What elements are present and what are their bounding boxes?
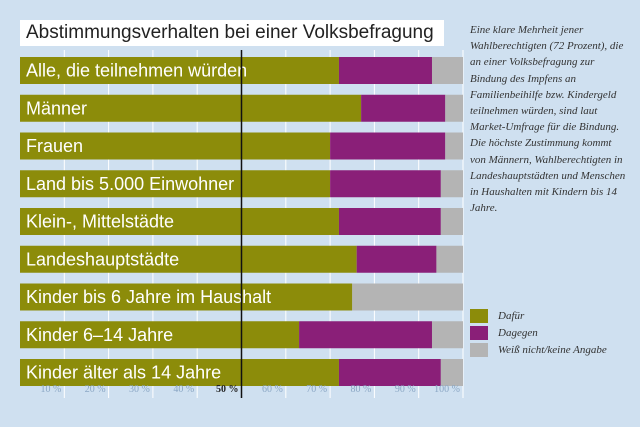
bar-weiss — [440, 208, 463, 235]
category-label: Landeshauptstädte — [26, 249, 179, 269]
legend-swatch-weiss — [470, 343, 488, 357]
category-label: Kinder bis 6 Jahre im Haushalt — [26, 287, 271, 307]
bar-weiss — [445, 94, 463, 122]
legend-swatch-dagegen — [470, 326, 488, 340]
category-label: Kinder älter als 14 Jahre — [26, 363, 221, 383]
bar-dafuer — [20, 132, 331, 160]
category-label: Land bis 5.000 Einwohner — [26, 174, 234, 194]
bar-weiss — [436, 245, 463, 273]
category-label: Klein-, Mittelstädte — [26, 212, 174, 232]
bar-dagegen — [338, 359, 441, 386]
legend-label-dafuer: Dafür — [498, 310, 525, 322]
x-tick-label: 10 % — [40, 384, 61, 395]
bar-dafuer — [20, 321, 300, 349]
bar-dagegen — [338, 57, 432, 84]
x-tick-label: 80 % — [351, 384, 372, 395]
bar-dagegen — [338, 208, 441, 235]
bar-dagegen — [356, 245, 437, 273]
x-tick-label: 100 % — [434, 384, 460, 395]
bar-weiss — [431, 321, 463, 349]
legend-item-dagegen: Dagegen — [470, 325, 630, 342]
bar-weiss — [445, 132, 463, 160]
sidebar-description: Eine klare Mehrheit jener Wahlberechtigt… — [470, 24, 626, 215]
legend-swatch-dafuer — [470, 309, 488, 323]
legend-label-dagegen: Dagegen — [498, 327, 538, 339]
chart-title: Abstimmungsverhalten bei einer Volksbefr… — [20, 20, 444, 46]
x-tick-label: 50 % — [216, 384, 239, 395]
bar-dafuer — [20, 283, 353, 311]
x-tick-label: 60 % — [262, 384, 283, 395]
bar-dagegen — [299, 321, 432, 349]
legend-label-weiss: Weiß nicht/keine Angabe — [498, 344, 607, 356]
x-tick-label: 20 % — [85, 384, 106, 395]
category-label: Männer — [26, 98, 87, 118]
bar-weiss — [440, 359, 463, 386]
bar-dafuer — [20, 208, 339, 235]
legend-item-weiss: Weiß nicht/keine Angabe — [470, 342, 630, 359]
bar-dafuer — [20, 359, 339, 386]
x-tick-label: 70 % — [306, 384, 327, 395]
bar-weiss — [352, 283, 463, 311]
legend: Dafür Dagegen Weiß nicht/keine Angabe — [470, 308, 630, 359]
bar-dafuer — [20, 245, 357, 273]
bar-dafuer — [20, 94, 362, 122]
legend-item-dafuer: Dafür — [470, 308, 630, 325]
bar-dagegen — [330, 170, 441, 198]
bar-dagegen — [361, 94, 446, 122]
x-tick-label: 30 % — [129, 384, 150, 395]
bar-weiss — [431, 57, 463, 84]
category-label: Frauen — [26, 136, 83, 156]
category-label: Kinder 6–14 Jahre — [26, 325, 173, 345]
bar-dafuer — [20, 170, 331, 198]
x-tick-label: 90 % — [395, 384, 416, 395]
x-tick-label: 40 % — [173, 384, 194, 395]
bar-weiss — [440, 170, 463, 198]
bar-dafuer — [20, 57, 339, 84]
category-label: Alle, die teilnehmen würden — [26, 61, 247, 81]
bar-dagegen — [330, 132, 446, 160]
